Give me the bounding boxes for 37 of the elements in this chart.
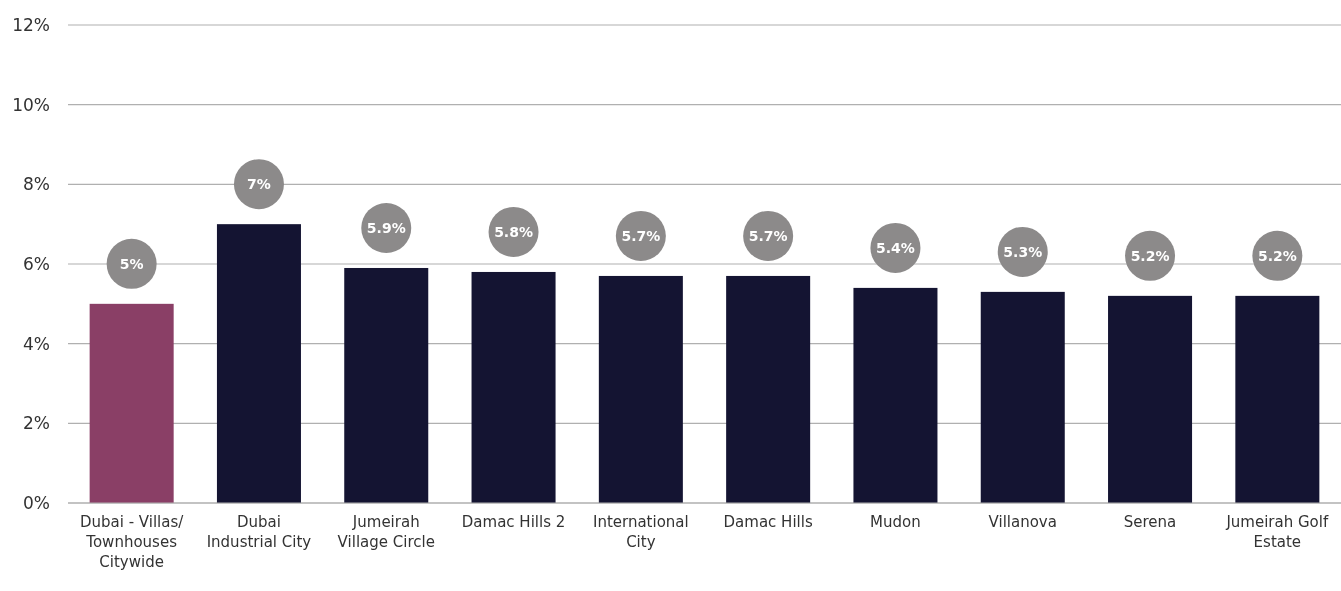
data-label: 5.8% [494,223,533,240]
x-tick-label: Damac Hills [723,513,813,531]
x-tick-label: Mudon [870,513,921,531]
x-tick-label: Dubai - Villas/ Townhouses Citywide [79,513,185,571]
y-tick-label: 2% [23,413,50,434]
bar [1235,295,1320,503]
x-tick-label: Serena [1123,513,1177,531]
bar [89,303,174,503]
bar [216,224,301,503]
y-tick-label: 10% [12,94,50,115]
bar [471,271,556,503]
y-tick-label: 12% [12,14,50,35]
x-tick-label: Damac Hills 2 [461,513,566,531]
x-tick-label: International City [592,513,689,551]
data-label: 5.4% [876,239,915,256]
data-label: 5.2% [1130,247,1170,264]
x-tick-label: Dubai Industrial City [206,513,312,551]
bar [980,291,1065,503]
data-label: 5.3% [1003,243,1043,260]
y-tick-label: 6% [23,253,50,274]
y-tick-label: 0% [23,492,50,513]
x-tick-label: Jumeirah Village Circle [337,513,435,551]
bar [853,287,938,503]
y-tick-label: 8% [23,174,50,195]
x-tick-label: Villanova [988,513,1057,531]
bar [726,275,811,503]
bar [598,275,683,503]
x-tick-label: Jumeirah Golf Estate [1225,513,1329,551]
data-label: 5.9% [366,219,406,236]
y-tick-label: 4% [23,333,50,354]
data-label: 5.7% [621,227,661,244]
data-label: 5% [119,255,144,272]
data-label: 7% [247,176,271,193]
bar [1108,295,1193,503]
bar [344,267,429,503]
data-label: 5.7% [748,227,788,244]
data-label: 5.2% [1257,247,1297,264]
